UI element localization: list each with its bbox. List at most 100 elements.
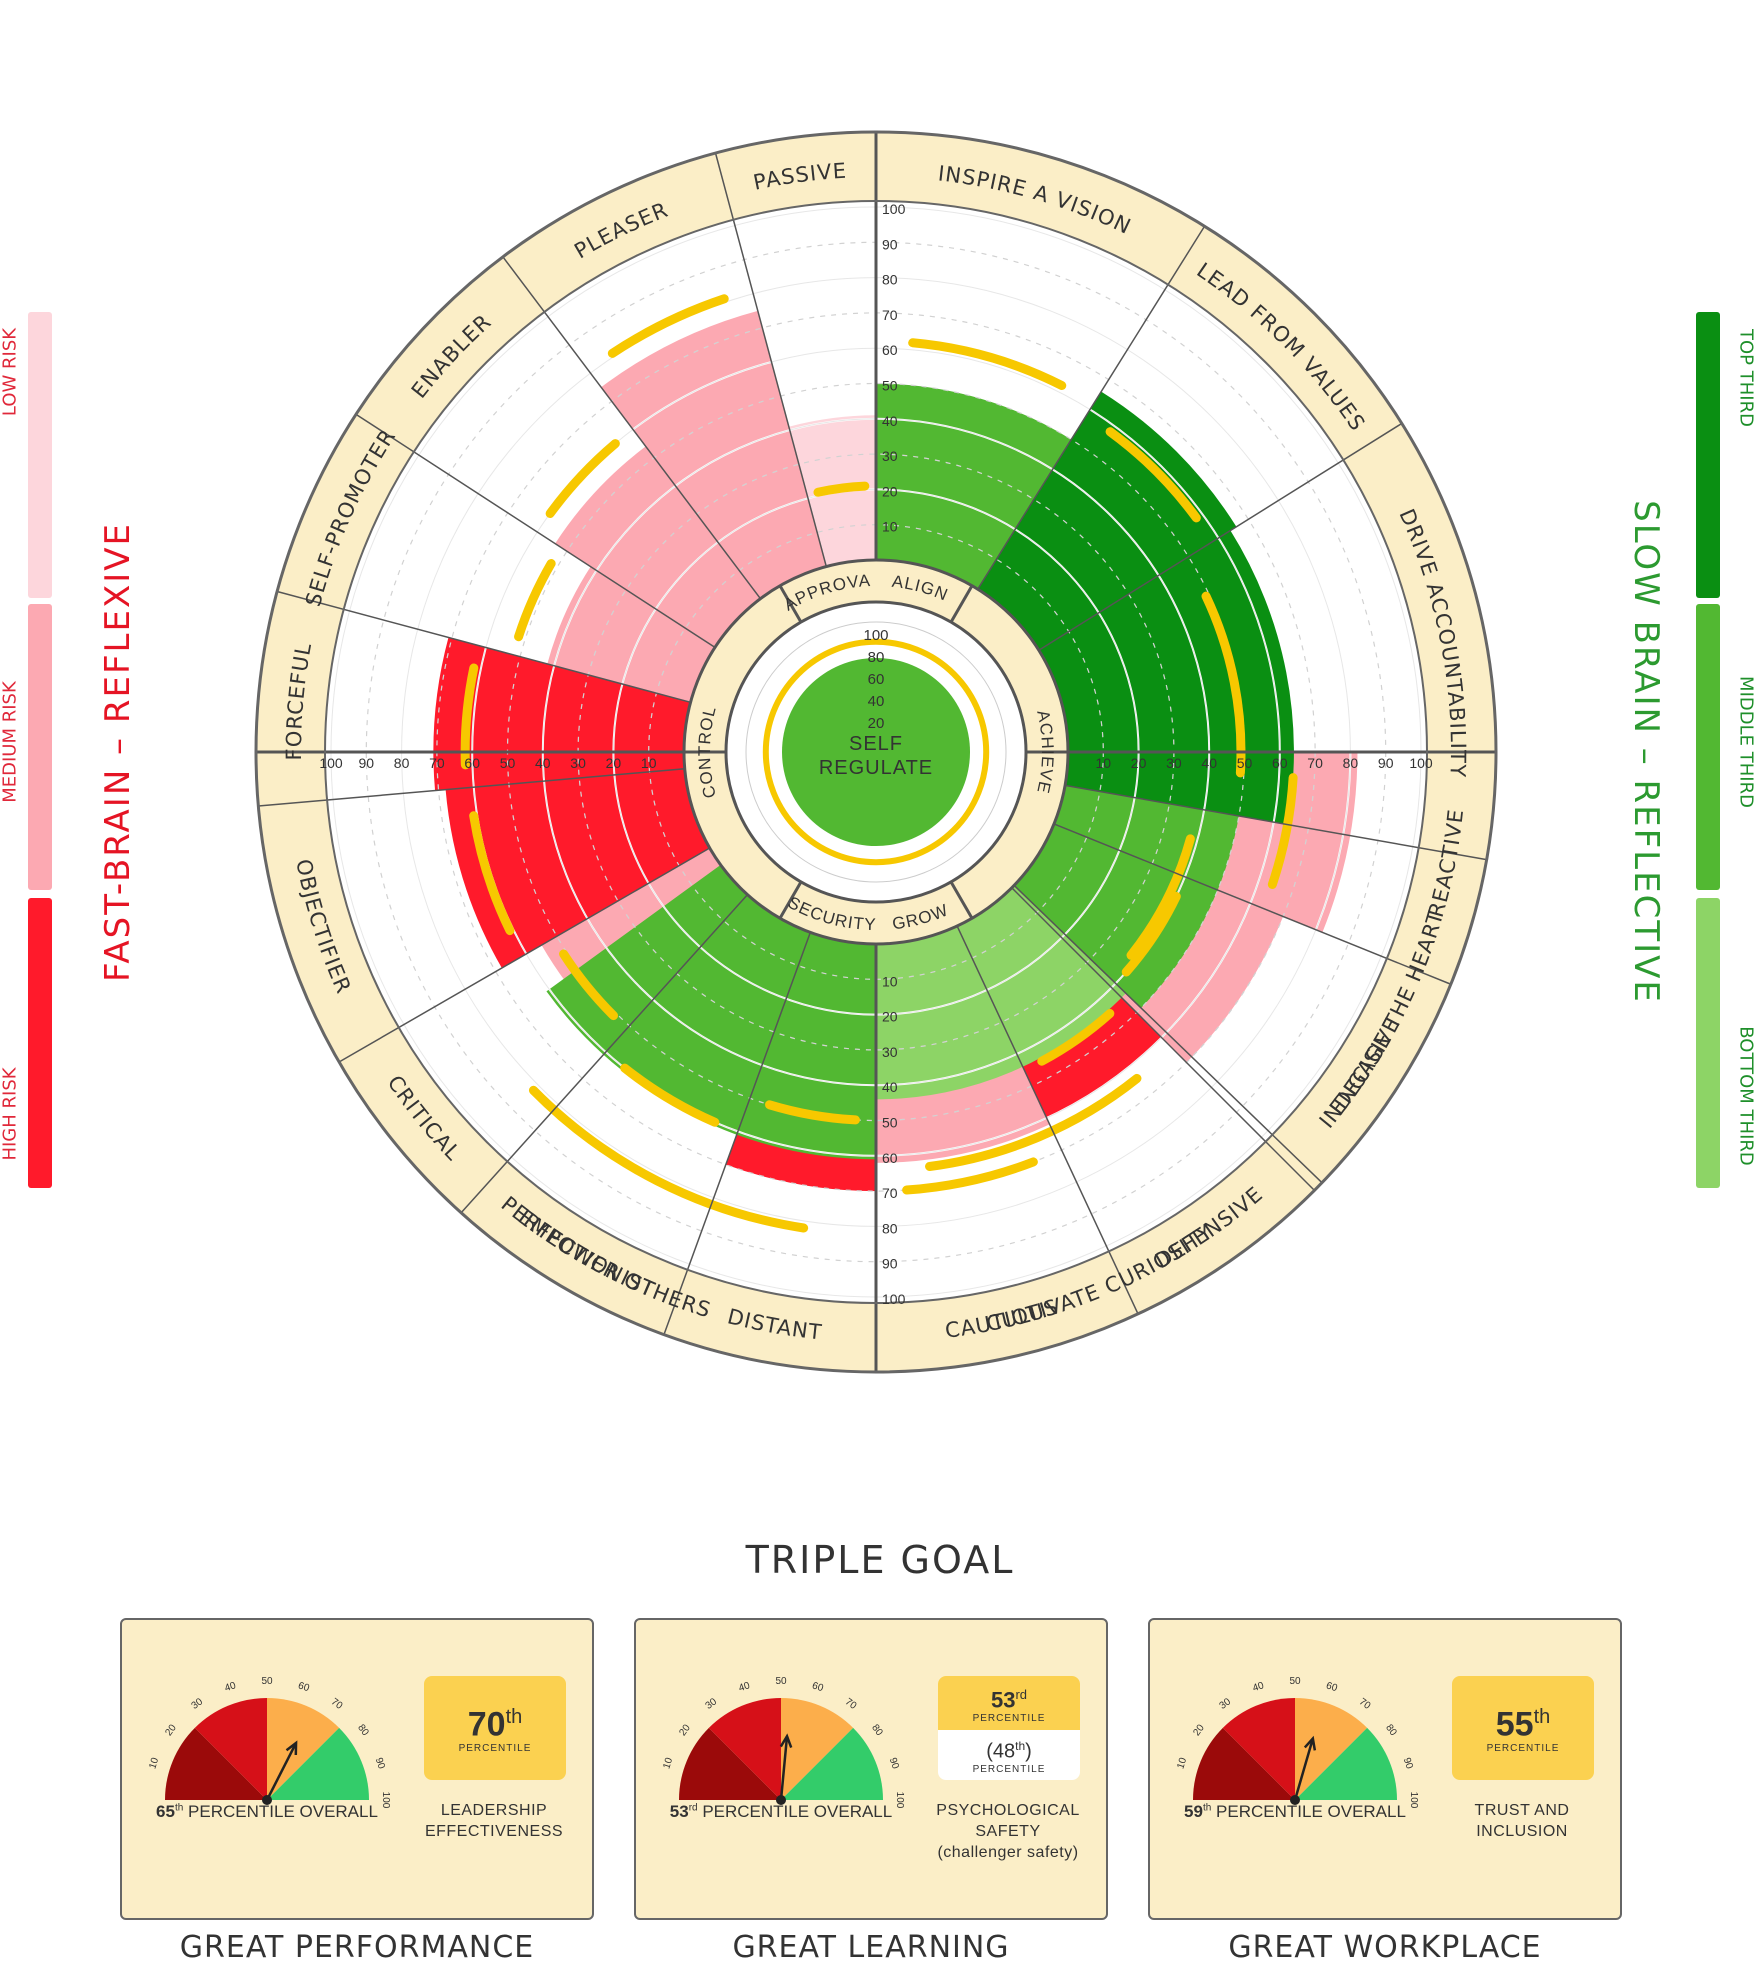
- gauge-tick: 90: [1401, 1756, 1415, 1770]
- tick-label-right: 10: [1096, 755, 1112, 771]
- tick-label-right: 50: [1237, 755, 1253, 771]
- legend-high-risk-swatch: [28, 898, 52, 1188]
- gauge-band-mid: [1222, 1698, 1295, 1800]
- tick-label-down: 100: [882, 1291, 906, 1307]
- gauge-tick: 10: [661, 1756, 675, 1770]
- core-tick-label: 100: [863, 627, 888, 644]
- value-wedge: [601, 310, 827, 599]
- gauge-needle: [265, 1742, 298, 1801]
- legend-top-third-label: TOP THIRD: [1735, 329, 1757, 427]
- gauge-tick: 70: [1357, 1696, 1373, 1712]
- tick-label-right: 20: [1131, 755, 1147, 771]
- inner-divider: [778, 881, 803, 920]
- gauge-tick: 50: [1289, 1676, 1301, 1687]
- tick-label-up: 40: [882, 413, 898, 429]
- benchmark-arc: [460, 663, 479, 770]
- tick-label-up: 30: [882, 448, 898, 464]
- value-wedge: [876, 383, 1072, 590]
- legend-medium-risk-swatch: [28, 604, 52, 890]
- benchmark-arc: [1126, 834, 1195, 960]
- gauge-band-upper: [1295, 1698, 1368, 1800]
- gauge-tick: 40: [223, 1680, 237, 1694]
- gauge-needle-head: [285, 1740, 298, 1755]
- segment-divider: [1064, 784, 1487, 861]
- tick-label-up: 80: [882, 272, 898, 288]
- left-title: FAST-BRAIN – REFLEXIVE: [98, 521, 138, 983]
- value-wedge: [445, 768, 710, 969]
- percentile-badge: 53rd PERCENTILE (48th) PERCENTILE: [938, 1676, 1080, 1780]
- tick-label-down: 30: [882, 1044, 898, 1060]
- benchmark-arc: [545, 439, 620, 519]
- percentile-suffix: th: [505, 1706, 523, 1728]
- tick-label-down: 70: [882, 1185, 898, 1201]
- gauge-tick: 60: [297, 1680, 311, 1694]
- gauge-tick: 30: [704, 1696, 720, 1712]
- gauge-tick: 90: [887, 1756, 901, 1770]
- overall-percentile: 65th PERCENTILE OVERALL: [156, 1802, 378, 1821]
- benchmark-arc: [607, 294, 729, 358]
- segment-divider: [276, 590, 691, 704]
- self-regulate-benchmark: [762, 638, 990, 866]
- segment-divider: [460, 894, 749, 1214]
- benchmark-arc: [528, 1085, 809, 1233]
- gauge-tick: 100: [1408, 1792, 1419, 1809]
- tick-label-left: 80: [394, 755, 410, 771]
- tick-label-up: 90: [882, 236, 898, 252]
- gauge-band-mid: [708, 1698, 781, 1800]
- percentile-badge: 70th PERCENTILE: [424, 1676, 566, 1780]
- tick-label-down: 50: [882, 1115, 898, 1131]
- legend-medium-risk-label: MEDIUM RISK: [0, 681, 21, 803]
- gauge-hub: [776, 1795, 786, 1805]
- gauge-tick: 10: [1175, 1756, 1189, 1770]
- core-tick-label: 60: [868, 671, 885, 688]
- gauge-band-top: [1295, 1727, 1397, 1800]
- gauge-tick: 60: [1325, 1680, 1339, 1694]
- tick-label-right: 70: [1307, 755, 1323, 771]
- gauge-tick: 50: [775, 1676, 787, 1687]
- gauge-tick: 30: [190, 1696, 206, 1712]
- core-tick-label: 80: [868, 649, 885, 666]
- gauge-tick: 80: [1383, 1723, 1399, 1739]
- metric-label: TRUST AND INCLUSION: [1474, 1802, 1570, 1840]
- self-regulate-value: [782, 658, 970, 846]
- legend-high-risk-label: HIGH RISK: [0, 1067, 21, 1161]
- gauge-learning: 10 20 30 40 50 60 70 80 90 100: [661, 1676, 905, 1809]
- self-regulate-label: SELF: [849, 733, 903, 755]
- value-wedge: [1014, 785, 1239, 1008]
- gauge-band-top: [781, 1727, 883, 1800]
- tick-label-up: 10: [882, 519, 898, 535]
- benchmark-arc: [620, 1063, 720, 1127]
- gauge-needle: [1293, 1738, 1315, 1801]
- segment-divider: [502, 256, 762, 600]
- gauge-band-low: [1193, 1727, 1295, 1800]
- segment-divider: [338, 847, 711, 1063]
- goal-label-performance: GREAT PERFORMANCE: [179, 1930, 535, 1965]
- segment-divider: [956, 925, 1139, 1315]
- tick-label-left: 50: [500, 755, 516, 771]
- tick-label-left: 60: [464, 755, 480, 771]
- tick-label-down: 10: [882, 973, 898, 989]
- legend-middle-third-label: MIDDLE THIRD: [1735, 676, 1757, 808]
- segment-divider: [1011, 887, 1315, 1191]
- gauge-band-upper: [781, 1698, 854, 1800]
- gauge-tick: 20: [163, 1722, 179, 1738]
- tick-label-right: 60: [1272, 755, 1288, 771]
- gauge-tick: 20: [677, 1722, 693, 1738]
- percentile-word: PERCENTILE: [458, 1743, 532, 1755]
- gauge-tick: 70: [843, 1696, 859, 1712]
- tick-label-left: 30: [570, 755, 586, 771]
- goal-label-workplace: GREAT WORKPLACE: [1228, 1930, 1542, 1965]
- goal-card-learning: 10 20 30 40 50 60 70 80 90 100 53rd PERCENTILE (4…: [634, 1618, 1108, 1920]
- percentile-value: 55: [1495, 1705, 1534, 1744]
- tick-label-left: 10: [641, 755, 657, 771]
- circumplex-chart: PASSIVEPLEASERENABLERSELF-PROMOTERFORCEF…: [0, 0, 1498, 1374]
- benchmark-arc: [902, 1157, 1038, 1195]
- tick-label-right: 40: [1201, 755, 1217, 771]
- value-wedge: [547, 566, 715, 703]
- gauge-tick: 70: [329, 1696, 345, 1712]
- gauge-band-low: [165, 1727, 267, 1800]
- legend-bottom-third-label: BOTTOM THIRD: [1735, 1026, 1757, 1166]
- gauge-tick: 20: [1191, 1722, 1207, 1738]
- self-regulate-label: REGULATE: [819, 757, 933, 779]
- tick-label-up: 70: [882, 307, 898, 323]
